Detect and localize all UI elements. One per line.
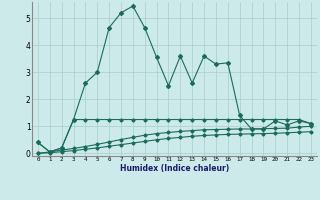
X-axis label: Humidex (Indice chaleur): Humidex (Indice chaleur): [120, 164, 229, 173]
